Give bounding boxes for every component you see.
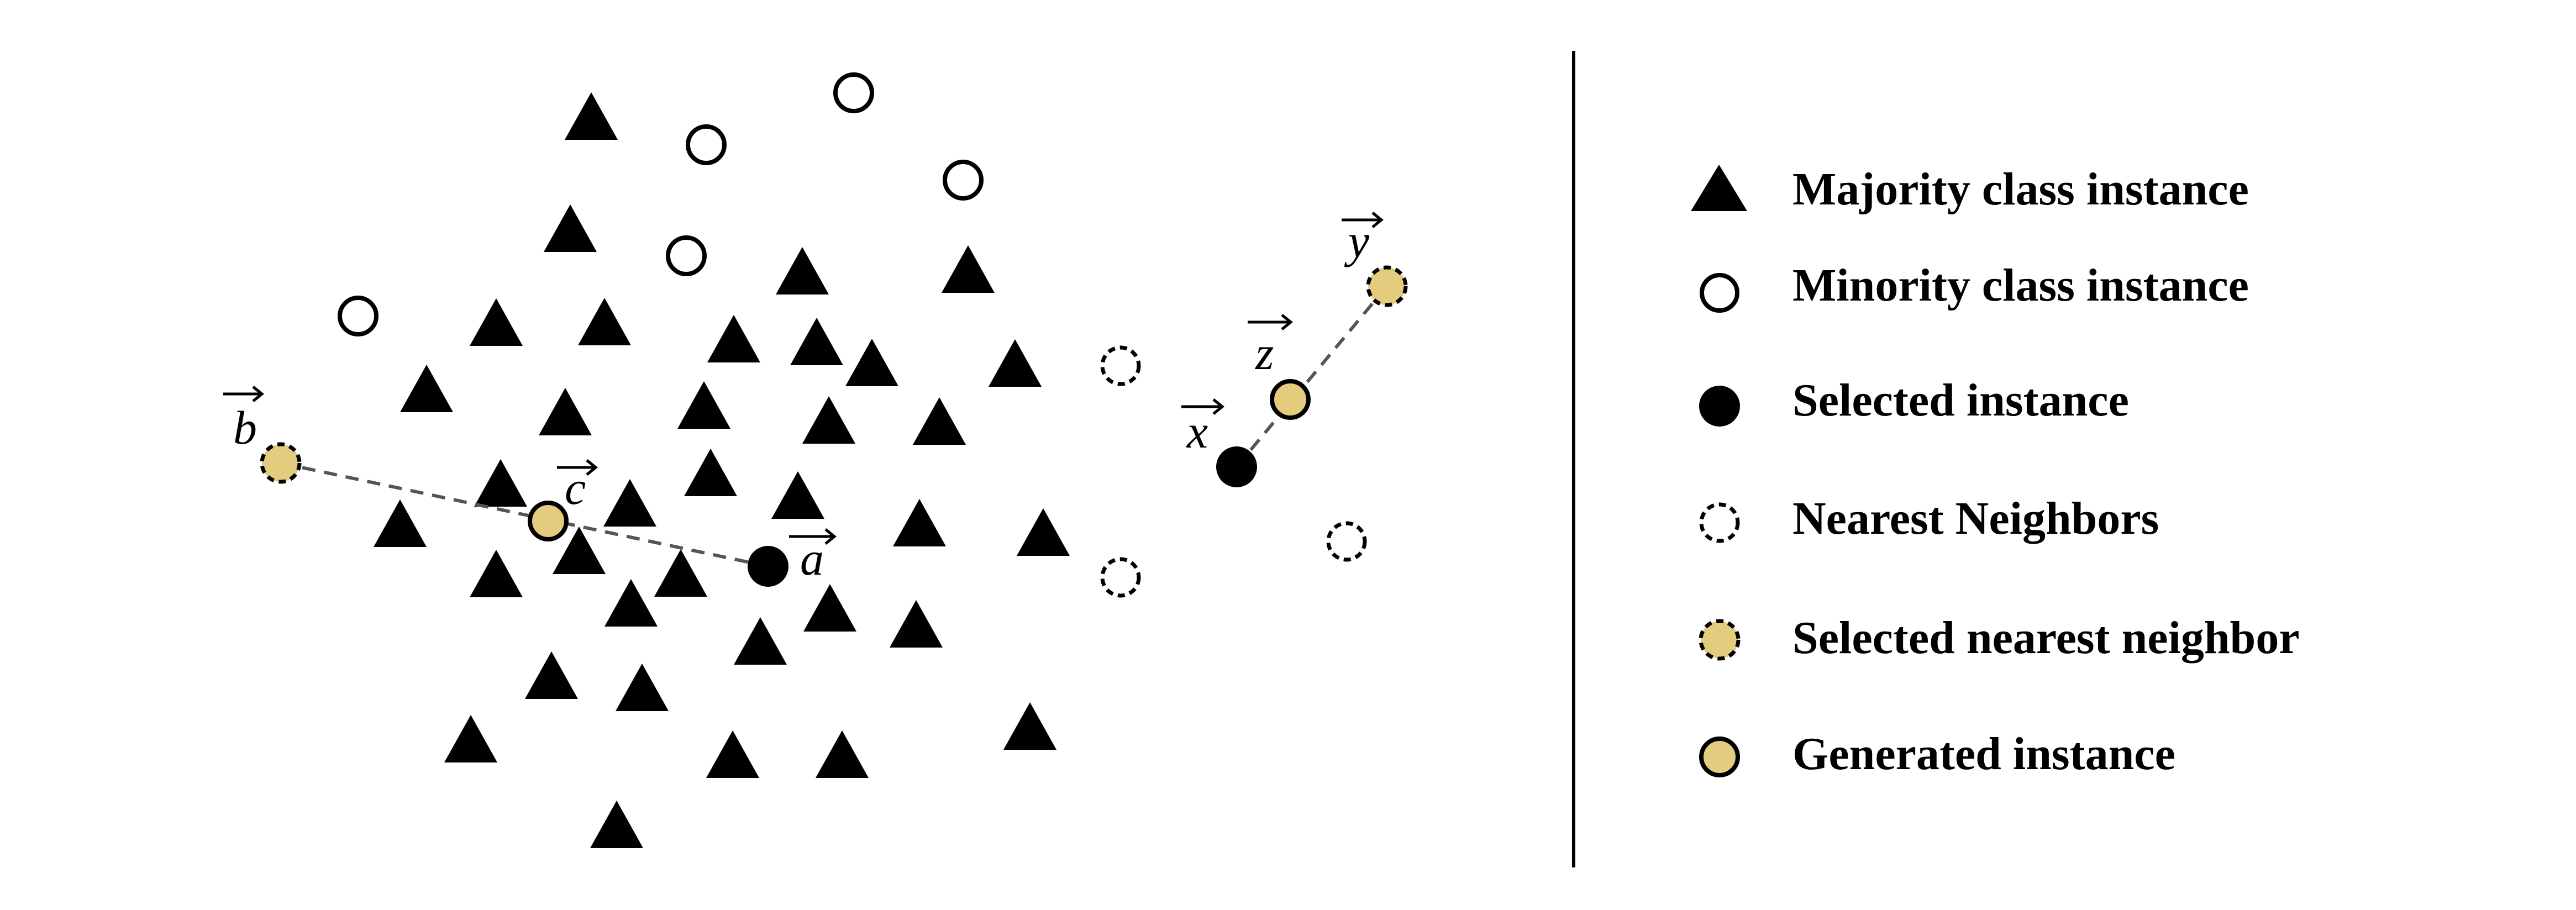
majority-point: [604, 579, 658, 627]
legend-label: Nearest Neighbors: [1792, 493, 2159, 544]
majority-point: [803, 584, 856, 632]
majority-point: [816, 730, 869, 778]
vector-arrow-head: [252, 386, 264, 402]
nearest-neighbor-point: [1100, 345, 1141, 386]
minority-point: [833, 72, 874, 113]
vector-letter: c: [565, 461, 586, 514]
majority-point: [677, 381, 730, 429]
legend-label: Minority class instance: [1792, 260, 2249, 311]
majority-point: [989, 339, 1042, 387]
majority-point: [603, 479, 656, 527]
legend-label: Selected nearest neighbor: [1792, 612, 2300, 664]
majority-point: [706, 730, 759, 778]
minority-point: [338, 296, 378, 336]
majority-point: [845, 339, 898, 386]
selected-instance-x: [1216, 446, 1257, 487]
vector-label-a: a: [789, 528, 837, 585]
minority-point: [686, 124, 727, 165]
majority-point: [470, 298, 523, 346]
majority-point: [616, 664, 669, 711]
vector-label-c: c: [557, 459, 598, 514]
interpolation-line-x-y: [1235, 285, 1389, 468]
vector-arrow-head: [1281, 314, 1293, 330]
dashed-filled-circle-icon: [1699, 619, 1741, 661]
majority-point: [913, 397, 966, 445]
legend-item-nearest-neighbors: Nearest Neighbors: [1699, 493, 2159, 544]
interpolation-line-a-b: [280, 461, 769, 568]
majority-point: [578, 298, 631, 345]
majority-point: [890, 600, 943, 648]
majority-point: [1017, 508, 1070, 556]
nearest-neighbor-point: [1100, 557, 1141, 598]
vector-arrow-head: [824, 528, 837, 545]
majority-point: [684, 449, 737, 496]
majority-point: [374, 499, 427, 547]
vector-label-x: x: [1181, 398, 1224, 458]
legend-item-majority: Majority class instance: [1691, 164, 2249, 215]
generated-instance-c: [528, 501, 569, 541]
legend-item-generated: Generated instance: [1699, 728, 2175, 780]
majority-point: [565, 92, 618, 140]
majority-point: [553, 527, 606, 574]
nearest-neighbor-points: [1100, 345, 1367, 598]
vector-label-z: z: [1248, 314, 1293, 380]
legend-item-minority: Minority class instance: [1700, 260, 2249, 313]
majority-point: [790, 318, 843, 365]
majority-point: [539, 388, 592, 435]
majority-point: [776, 247, 829, 294]
dashed-circle-icon: [1699, 502, 1740, 543]
legend-item-selected-nearest-neighbor: Selected nearest neighbor: [1699, 612, 2300, 664]
minority-point: [943, 160, 984, 201]
vector-arrow-head: [1371, 212, 1384, 228]
vector-label-b: b: [223, 386, 264, 454]
filled-circle-icon: [1699, 386, 1740, 427]
legend-label: Selected instance: [1792, 375, 2129, 426]
majority-point: [474, 459, 527, 507]
minority-point: [666, 235, 707, 276]
nearest-neighbor-point: [1326, 521, 1367, 562]
majority-point: [771, 471, 824, 519]
majority-class-points: [374, 92, 1070, 848]
generated-instance-z: [1270, 379, 1311, 420]
hollow-circle-icon: [1700, 273, 1739, 313]
majority-point: [444, 715, 497, 762]
vector-arrow-head: [1212, 398, 1224, 415]
selected-instance-a: [748, 546, 788, 587]
vector-letter: a: [800, 532, 824, 585]
vector-letter: y: [1344, 214, 1370, 267]
vector-letter: b: [233, 401, 257, 454]
legend: Majority class instance Minority class i…: [1691, 164, 2300, 780]
legend-label: Majority class instance: [1792, 164, 2249, 215]
vector-letter: z: [1255, 327, 1274, 380]
vector-arrow-head: [586, 459, 598, 476]
solid-filled-circle-icon: [1699, 737, 1740, 777]
majority-point: [470, 550, 523, 597]
majority-point: [544, 204, 597, 252]
majority-point: [1003, 702, 1056, 750]
majority-point: [734, 617, 787, 665]
majority-point: [893, 499, 946, 546]
majority-point: [802, 396, 855, 444]
majority-point: [942, 245, 995, 293]
majority-point: [400, 365, 453, 412]
minority-class-points: [338, 72, 984, 336]
legend-label: Generated instance: [1792, 728, 2175, 780]
majority-point: [525, 651, 578, 699]
selected-neighbor-y: [1366, 265, 1408, 307]
majority-point: [590, 801, 643, 848]
majority-point: [707, 315, 760, 362]
legend-item-selected: Selected instance: [1699, 375, 2129, 427]
majority-point: [654, 549, 707, 597]
vector-label-y: y: [1342, 212, 1384, 267]
filled-triangle-icon: [1691, 165, 1747, 211]
vector-letter: x: [1186, 405, 1208, 458]
selected-neighbor-b: [260, 442, 302, 484]
